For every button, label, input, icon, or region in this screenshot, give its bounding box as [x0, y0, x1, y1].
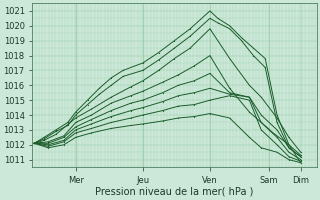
X-axis label: Pression niveau de la mer( hPa ): Pression niveau de la mer( hPa ): [95, 187, 253, 197]
